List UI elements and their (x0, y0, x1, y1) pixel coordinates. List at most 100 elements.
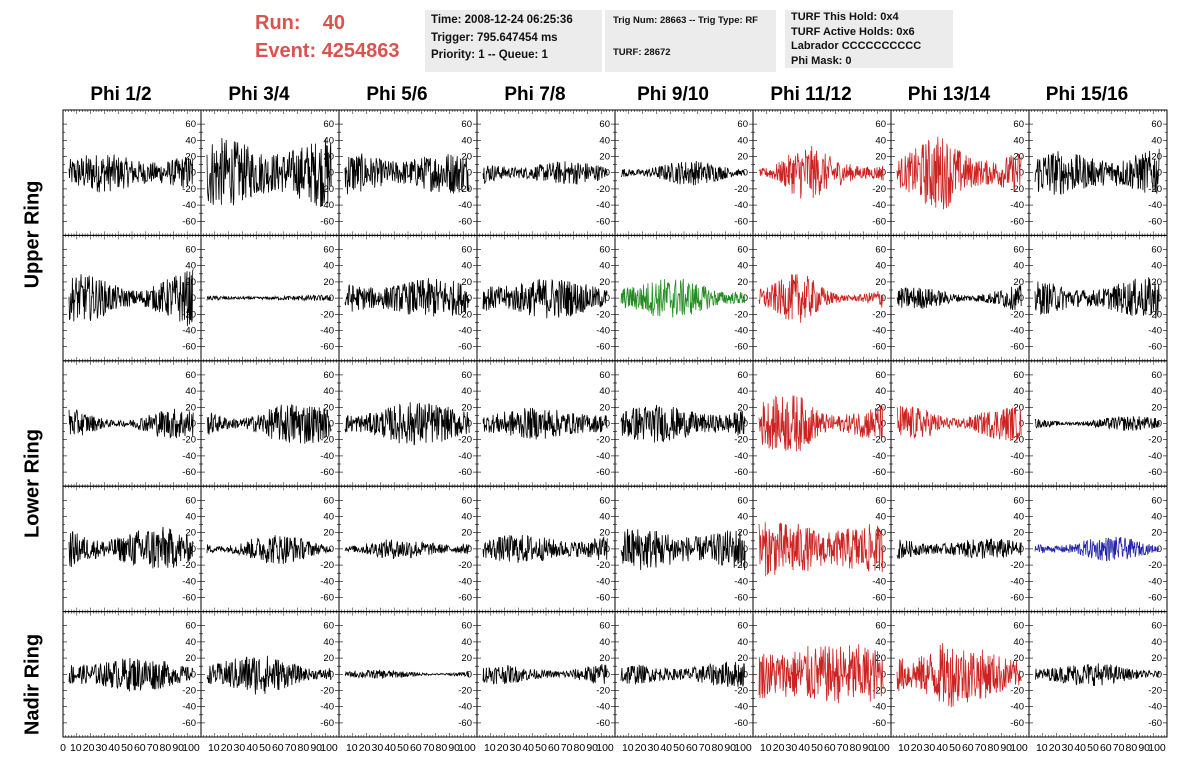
y-tick-label: 20 (737, 402, 748, 413)
y-tick-label: 20 (599, 402, 610, 413)
y-tick-label: 40 (461, 386, 472, 397)
y-tick-label: 20 (1151, 528, 1162, 539)
y-tick-label: 0 (1019, 168, 1024, 179)
column-header-phi-13-14: Phi 13/14 (907, 84, 991, 105)
y-tick-label: 20 (323, 653, 334, 664)
y-tick-label: 0 (329, 544, 334, 555)
y-tick-label: 40 (1013, 386, 1024, 397)
y-tick-label: 20 (461, 152, 472, 163)
y-tick-label: 40 (599, 386, 610, 397)
panel-frame (200, 234, 340, 362)
y-tick-label: -60 (182, 593, 196, 604)
turf-active-text: TURF Active Holds: 0x6 (791, 25, 915, 38)
y-tick-label: 0 (743, 293, 748, 304)
waveform-trace (482, 664, 608, 685)
y-tick-label: 0 (743, 669, 748, 680)
column-header-phi-15-16: Phi 15/16 (1045, 84, 1129, 105)
y-tick-label: -40 (872, 326, 886, 337)
y-tick-label: -60 (734, 342, 748, 353)
turf-text: TURF: 28672 (613, 46, 671, 58)
y-tick-label: 60 (737, 119, 748, 130)
y-tick-label: 40 (1013, 512, 1024, 523)
y-tick-label: 40 (737, 135, 748, 146)
y-tick-label: -40 (1010, 576, 1024, 587)
waveform-trace (620, 160, 746, 186)
y-tick-label: 20 (461, 402, 472, 413)
y-tick-label: -40 (182, 326, 196, 337)
y-tick-label: -20 (734, 686, 748, 697)
waveform-trace (1034, 148, 1160, 196)
y-tick-label: -60 (734, 593, 748, 604)
y-tick-label: 0 (329, 419, 334, 430)
y-tick-label: -40 (734, 576, 748, 587)
y-tick-label: -40 (596, 576, 610, 587)
y-tick-label: -60 (596, 467, 610, 478)
y-tick-label: 20 (737, 528, 748, 539)
y-tick-label: 0 (467, 544, 472, 555)
y-tick-label: -20 (320, 309, 334, 320)
y-tick-label: 20 (1151, 402, 1162, 413)
waveform-trace (206, 404, 332, 444)
y-tick-label: -60 (596, 342, 610, 353)
y-tick-label: -40 (1148, 576, 1162, 587)
y-tick-label: -20 (1010, 184, 1024, 195)
y-tick-label: -40 (734, 702, 748, 713)
y-tick-label: -20 (320, 560, 334, 571)
y-tick-label: -20 (734, 184, 748, 195)
y-tick-label: 0 (1019, 419, 1024, 430)
y-tick-label: -20 (734, 309, 748, 320)
y-tick-label: 40 (323, 261, 334, 272)
phi-mask-text: Phi Mask: 0 (791, 54, 852, 67)
waveform-trace (896, 538, 1022, 560)
waveform-trace (482, 278, 608, 319)
y-tick-label: 0 (467, 669, 472, 680)
y-tick-label: 60 (323, 245, 334, 256)
y-tick-label: 20 (461, 528, 472, 539)
column-header-phi-9-10: Phi 9/10 (637, 84, 709, 105)
waveform-trace (758, 395, 884, 452)
y-tick-label: 20 (1151, 152, 1162, 163)
y-tick-label: -20 (458, 686, 472, 697)
y-tick-label: -40 (1010, 200, 1024, 211)
y-tick-label: 60 (875, 119, 886, 130)
waveform-trace (482, 161, 608, 185)
priority-text: Priority: 1 -- Queue: 1 (431, 49, 548, 61)
y-tick-label: 20 (185, 653, 196, 664)
waveform-trace (206, 535, 332, 565)
y-tick-label: 60 (185, 119, 196, 130)
waveform-trace (344, 402, 470, 446)
y-tick-label: 40 (737, 637, 748, 648)
y-tick-label: 40 (737, 512, 748, 523)
y-tick-label: -60 (734, 216, 748, 227)
y-tick-label: 60 (185, 370, 196, 381)
y-tick-label: 40 (185, 261, 196, 272)
y-tick-label: 20 (737, 653, 748, 664)
y-tick-label: 60 (599, 245, 610, 256)
y-tick-label: 60 (599, 495, 610, 506)
run-label-line: Run: 40 (255, 12, 345, 35)
trigger-text: Trigger: 795.647454 ms (431, 31, 558, 44)
y-tick-label: -20 (1148, 435, 1162, 446)
column-header-phi-11-12: Phi 11/12 (770, 84, 852, 105)
y-tick-label: -20 (182, 435, 196, 446)
y-tick-label: 0 (1157, 544, 1162, 555)
y-tick-label: -40 (182, 702, 196, 713)
y-tick-label: -40 (596, 451, 610, 462)
y-tick-label: -20 (182, 184, 196, 195)
y-tick-label: 40 (1151, 261, 1162, 272)
waveform-trace (206, 655, 332, 695)
y-tick-label: -20 (596, 309, 610, 320)
y-tick-label: -20 (596, 435, 610, 446)
y-tick-label: -40 (182, 200, 196, 211)
y-tick-label: -40 (182, 576, 196, 587)
y-tick-label: -40 (320, 326, 334, 337)
y-tick-label: -20 (596, 184, 610, 195)
y-tick-label: -20 (1010, 560, 1024, 571)
y-tick-label: -40 (734, 200, 748, 211)
y-tick-label: -60 (872, 593, 886, 604)
y-tick-label: 20 (323, 528, 334, 539)
time-info-box: Time: 2008-12-24 06:25:36 Trigger: 795.6… (425, 10, 602, 72)
y-tick-label: 20 (599, 152, 610, 163)
y-tick-label: 40 (875, 512, 886, 523)
